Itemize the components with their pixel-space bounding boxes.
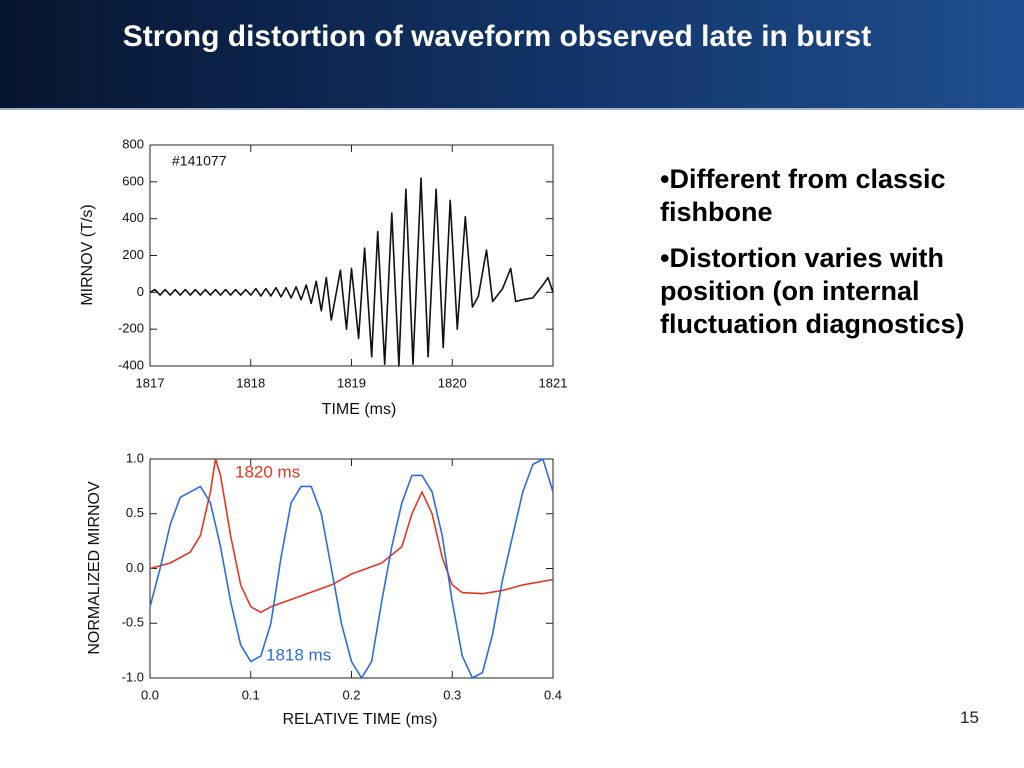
series-line [149, 177, 554, 367]
y-axis-label: MIRNOV (T/s) [79, 204, 96, 305]
x-tick-label: 1819 [337, 375, 366, 390]
x-tick-label: 1818 [236, 375, 265, 390]
x-tick-label: 0.4 [544, 687, 562, 702]
x-tick-label: 0.1 [242, 687, 260, 702]
y-tick-label: -200 [118, 321, 144, 336]
y-tick-label: 0.5 [126, 505, 144, 520]
y-tick-label: -400 [118, 357, 144, 372]
series-line [149, 458, 554, 614]
y-tick-label: -0.5 [122, 615, 144, 630]
x-axis-label: TIME (ms) [322, 401, 397, 418]
y-tick-label: 1.0 [126, 450, 144, 465]
y-tick-label: 0 [137, 284, 144, 299]
x-tick-label: 1817 [136, 375, 165, 390]
y-axis-label: NORMALIZED MIRNOV [86, 481, 103, 655]
y-tick-label: 600 [122, 173, 144, 188]
y-tick-label: -1.0 [122, 669, 144, 684]
series-label: 1820 ms [235, 462, 300, 481]
bullet-list: •Different from classic fishbone •Distor… [660, 163, 1005, 354]
x-tick-label: 0.0 [141, 687, 159, 702]
y-tick-label: 400 [122, 210, 144, 225]
bullet: •Distortion varies with position (on int… [660, 243, 965, 339]
y-tick-label: 800 [122, 136, 144, 151]
y-tick-label: 200 [122, 247, 144, 262]
x-tick-label: 0.2 [342, 687, 360, 702]
x-axis-label: RELATIVE TIME (ms) [283, 711, 438, 728]
slide-title: Strong distortion of waveform observed l… [122, 20, 872, 53]
plot-frame [149, 144, 554, 367]
y-tick-label: 0.0 [126, 560, 144, 575]
annotation: #141077 [172, 153, 227, 169]
x-tick-label: 1821 [539, 375, 568, 390]
series-line [149, 458, 554, 679]
series-label: 1818 ms [266, 645, 331, 664]
page-number: 15 [960, 708, 979, 727]
bullet: •Different from classic fishbone [660, 164, 946, 227]
x-tick-label: 0.3 [443, 687, 461, 702]
header-band: Strong distortion of waveform observed l… [0, 0, 1024, 110]
x-tick-label: 1820 [438, 375, 467, 390]
